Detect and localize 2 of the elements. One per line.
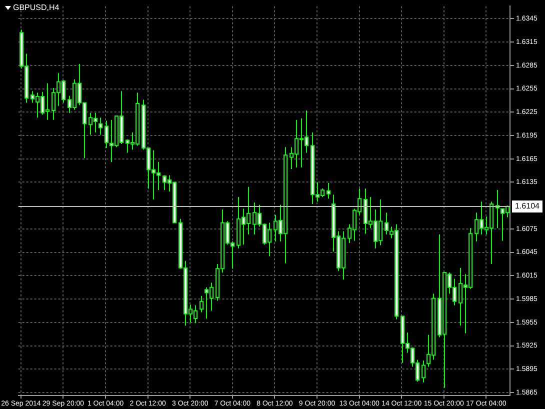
ref-line-label: 1.6104 [515,202,540,211]
chart-title: GBPUSD,H4 [13,3,60,13]
